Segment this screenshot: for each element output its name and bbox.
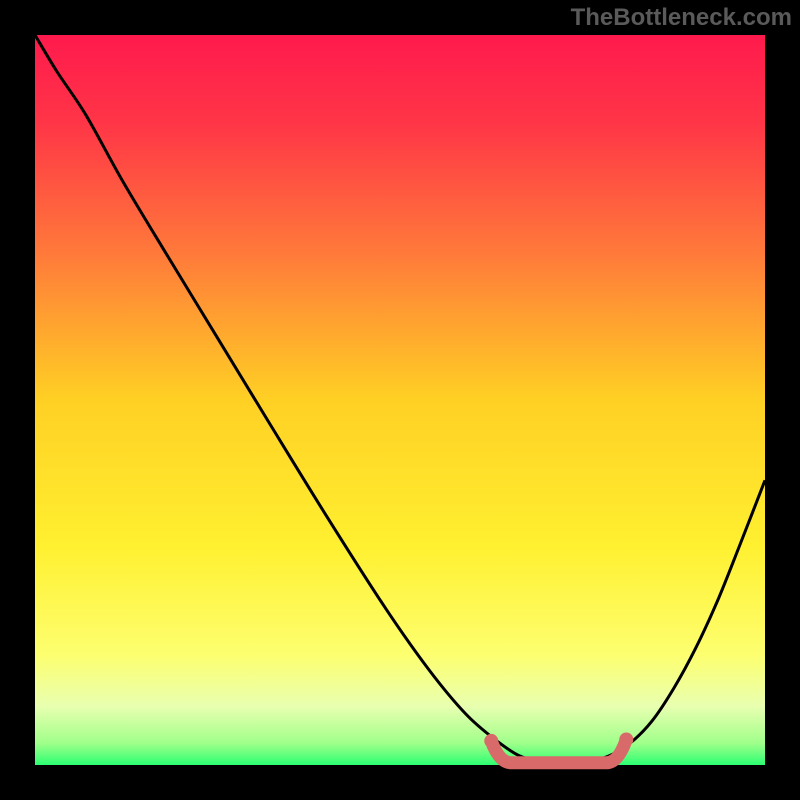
chart-root: TheBottleneck.com bbox=[0, 0, 800, 800]
watermark-text: TheBottleneck.com bbox=[571, 4, 792, 32]
plot-gradient-area bbox=[35, 35, 765, 765]
bottleneck-curve-chart bbox=[0, 0, 800, 800]
